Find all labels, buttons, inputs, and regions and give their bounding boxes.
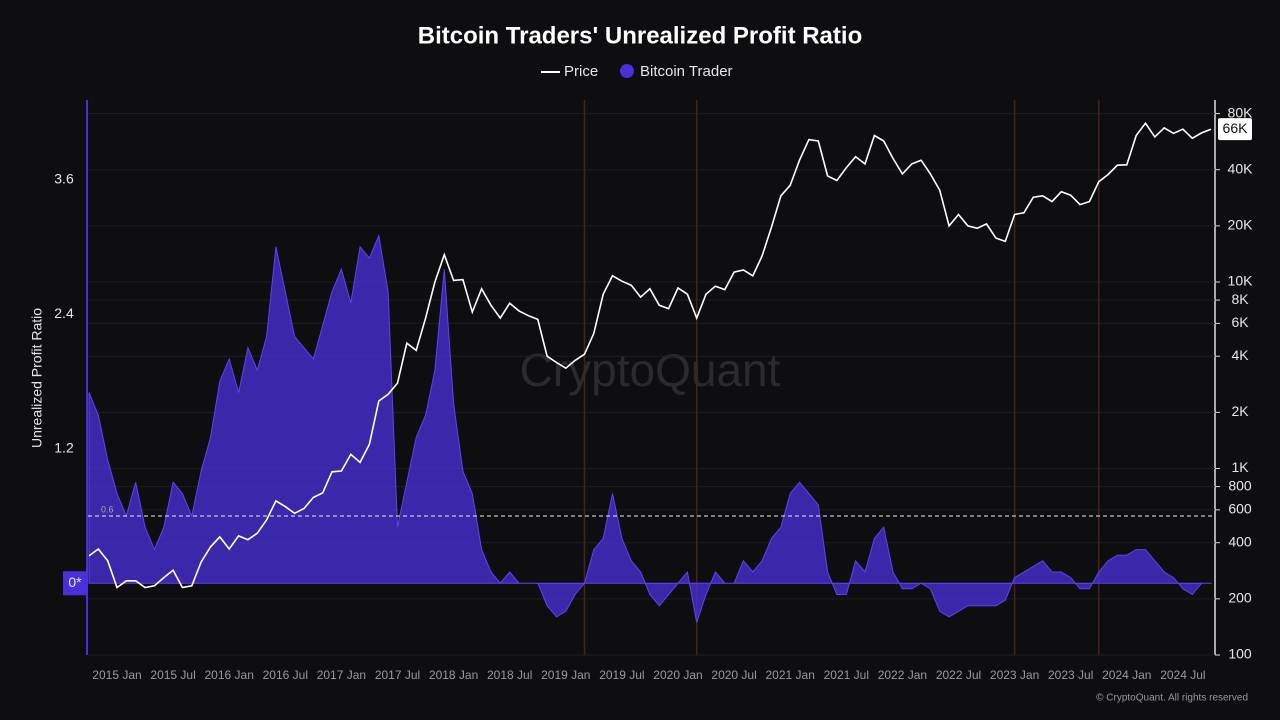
x-tick-label: 2023 Jan xyxy=(990,668,1039,682)
x-tick-label: 2019 Jul xyxy=(599,668,644,682)
y-tick-label: 0* xyxy=(68,574,82,590)
y2-tick-label: 1K xyxy=(1231,459,1249,475)
x-tick-label: 2021 Jan xyxy=(766,668,815,682)
y2-tick-label: 2K xyxy=(1231,403,1249,419)
profit-area xyxy=(88,233,1212,623)
x-tick-label: 2020 Jul xyxy=(711,668,756,682)
reference-label: 0.6 xyxy=(101,504,114,514)
y2-tick-label: 20K xyxy=(1228,217,1254,233)
price-badge xyxy=(1218,118,1252,141)
legend-label: Bitcoin Trader xyxy=(640,63,733,80)
x-tick-label: 2015 Jan xyxy=(92,668,141,682)
y-tick-label: 1.2 xyxy=(54,439,74,455)
y2-tick-label: 800 xyxy=(1228,477,1252,493)
x-tick-label: 2016 Jan xyxy=(205,668,254,682)
x-tick-label: 2018 Jul xyxy=(487,668,532,682)
x-tick-label: 2016 Jul xyxy=(263,668,308,682)
x-tick-label: 2022 Jul xyxy=(936,668,981,682)
x-tick-label: 2023 Jul xyxy=(1048,668,1093,682)
x-tick-label: 2024 Jul xyxy=(1160,668,1205,682)
y2-tick-label: 200 xyxy=(1228,590,1252,606)
y2-tick-label: 10K xyxy=(1228,273,1254,289)
y2-tick-label: 8K xyxy=(1231,291,1249,307)
legend-dot xyxy=(620,64,634,78)
watermark: CryptoQuant xyxy=(520,344,781,396)
x-tick-label: 2022 Jan xyxy=(878,668,927,682)
zero-badge xyxy=(63,571,87,596)
price-badge-label: 66K xyxy=(1223,120,1249,136)
y2-tick-label: 600 xyxy=(1228,501,1252,517)
legend-label: Price xyxy=(564,63,598,80)
y2-tick-label: 80K xyxy=(1228,104,1254,120)
y2-tick-label: 100 xyxy=(1228,646,1252,662)
x-tick-label: 2019 Jan xyxy=(541,668,590,682)
x-tick-label: 2021 Jul xyxy=(824,668,869,682)
y-tick-label: 2.4 xyxy=(54,305,74,321)
credit: © CryptoQuant. All rights reserved xyxy=(1096,693,1248,704)
y2-tick-label: 6K xyxy=(1231,314,1249,330)
x-tick-label: 2024 Jan xyxy=(1102,668,1151,682)
price-line xyxy=(88,121,1212,589)
y2-tick-label: 40K xyxy=(1228,160,1254,176)
x-tick-label: 2020 Jan xyxy=(653,668,702,682)
y2-tick-label: 400 xyxy=(1228,533,1252,549)
y2-tick-label: 4K xyxy=(1231,347,1249,363)
x-tick-label: 2015 Jul xyxy=(150,668,195,682)
chart-title: Bitcoin Traders' Unrealized Profit Ratio xyxy=(418,22,862,49)
y-axis-label: Unrealized Profit Ratio xyxy=(29,308,45,448)
x-tick-label: 2017 Jan xyxy=(317,668,366,682)
y-tick-label: 3.6 xyxy=(54,170,74,186)
x-tick-label: 2018 Jan xyxy=(429,668,478,682)
x-tick-label: 2017 Jul xyxy=(375,668,420,682)
